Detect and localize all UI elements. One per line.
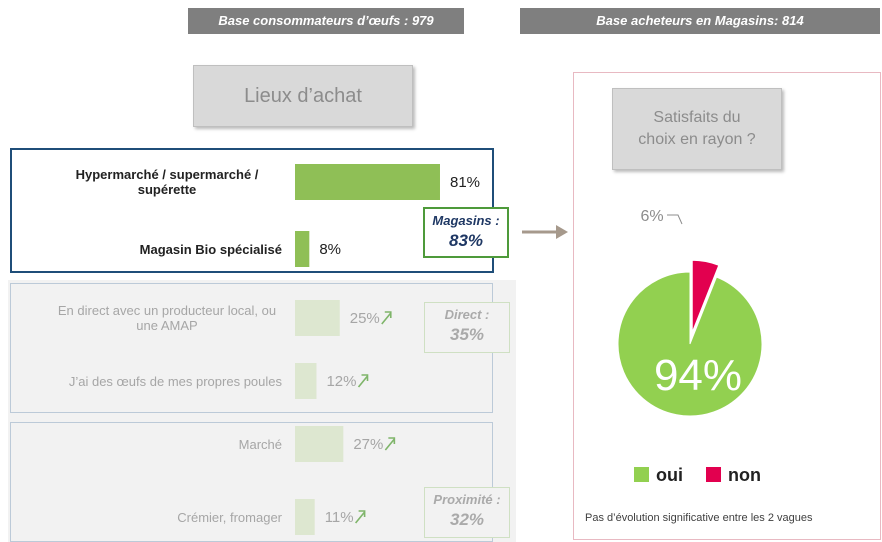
bar (295, 231, 310, 267)
pie-panel (573, 72, 881, 540)
bar (295, 300, 340, 336)
bar-title: Lieux d’achat (193, 65, 413, 127)
trend-arrow (384, 437, 396, 451)
annotation-value: 35% (449, 325, 485, 344)
value-label: 11% (325, 509, 354, 526)
value-label: 12% (326, 373, 356, 390)
group-box (10, 148, 494, 273)
bar-label: Magasin Bio spécialisé (20, 224, 282, 274)
bar-label: Hypermarché / supermarché / supérette (20, 157, 282, 207)
annotation-box: Proximité : 32% (424, 487, 510, 538)
value-label: 8% (319, 241, 341, 258)
category-label: Hypermarché / supermarché / supérette (75, 167, 259, 197)
pie-note: Pas d’évolution significative entre les … (585, 512, 813, 524)
legend-label: oui (656, 465, 683, 485)
annotation-title: Magasins : (432, 213, 500, 228)
pie-slice (691, 259, 720, 333)
pie-value-label: 6% (640, 208, 663, 225)
annotation-box: Magasins : 83% (423, 207, 509, 258)
trend-arrow (354, 510, 366, 524)
right-header: Base acheteurs en Magasins: 814 (520, 8, 880, 34)
value-label: 27% (353, 436, 383, 453)
arrow-head (556, 225, 568, 239)
bar (295, 426, 344, 462)
annotation-value: 32% (449, 510, 485, 529)
bar-label: En direct avec un producteur local, ou u… (20, 293, 282, 343)
category-label: Marché (238, 436, 282, 452)
bar-label: J’ai des œufs de mes propres poules (20, 356, 282, 406)
bar-label: Marché (20, 419, 282, 469)
pie-slice (617, 271, 763, 417)
annotation-value: 83% (448, 231, 484, 250)
legend-swatch (706, 467, 721, 482)
category-label: J’ai des œufs de mes propres poules (68, 373, 282, 389)
category-label: Magasin Bio spécialisé (139, 241, 282, 257)
left-header: Base consommateurs d’œufs : 979 (188, 8, 464, 34)
trend-arrow (381, 311, 392, 325)
value-label: 81% (450, 174, 480, 191)
legend-swatch (634, 467, 649, 482)
category-label: En direct avec un producteur local, ou u… (57, 303, 277, 333)
annotation-title: Proximité : (433, 492, 501, 507)
bar (295, 499, 315, 535)
value-label: 25% (350, 310, 380, 327)
legend-label: non (728, 465, 761, 485)
bar-label: Crémier, fromager (20, 492, 282, 542)
pie-value-label: 94% (654, 351, 742, 400)
annotation-box: Direct : 35% (424, 302, 510, 353)
leader-line (667, 214, 683, 225)
bar (295, 363, 317, 399)
annotation-title: Direct : (444, 307, 490, 322)
pie-title: Satisfaits du choix en rayon ? (612, 88, 782, 170)
category-label: Crémier, fromager (177, 509, 282, 525)
trend-arrow (357, 374, 369, 388)
bar (295, 164, 440, 200)
